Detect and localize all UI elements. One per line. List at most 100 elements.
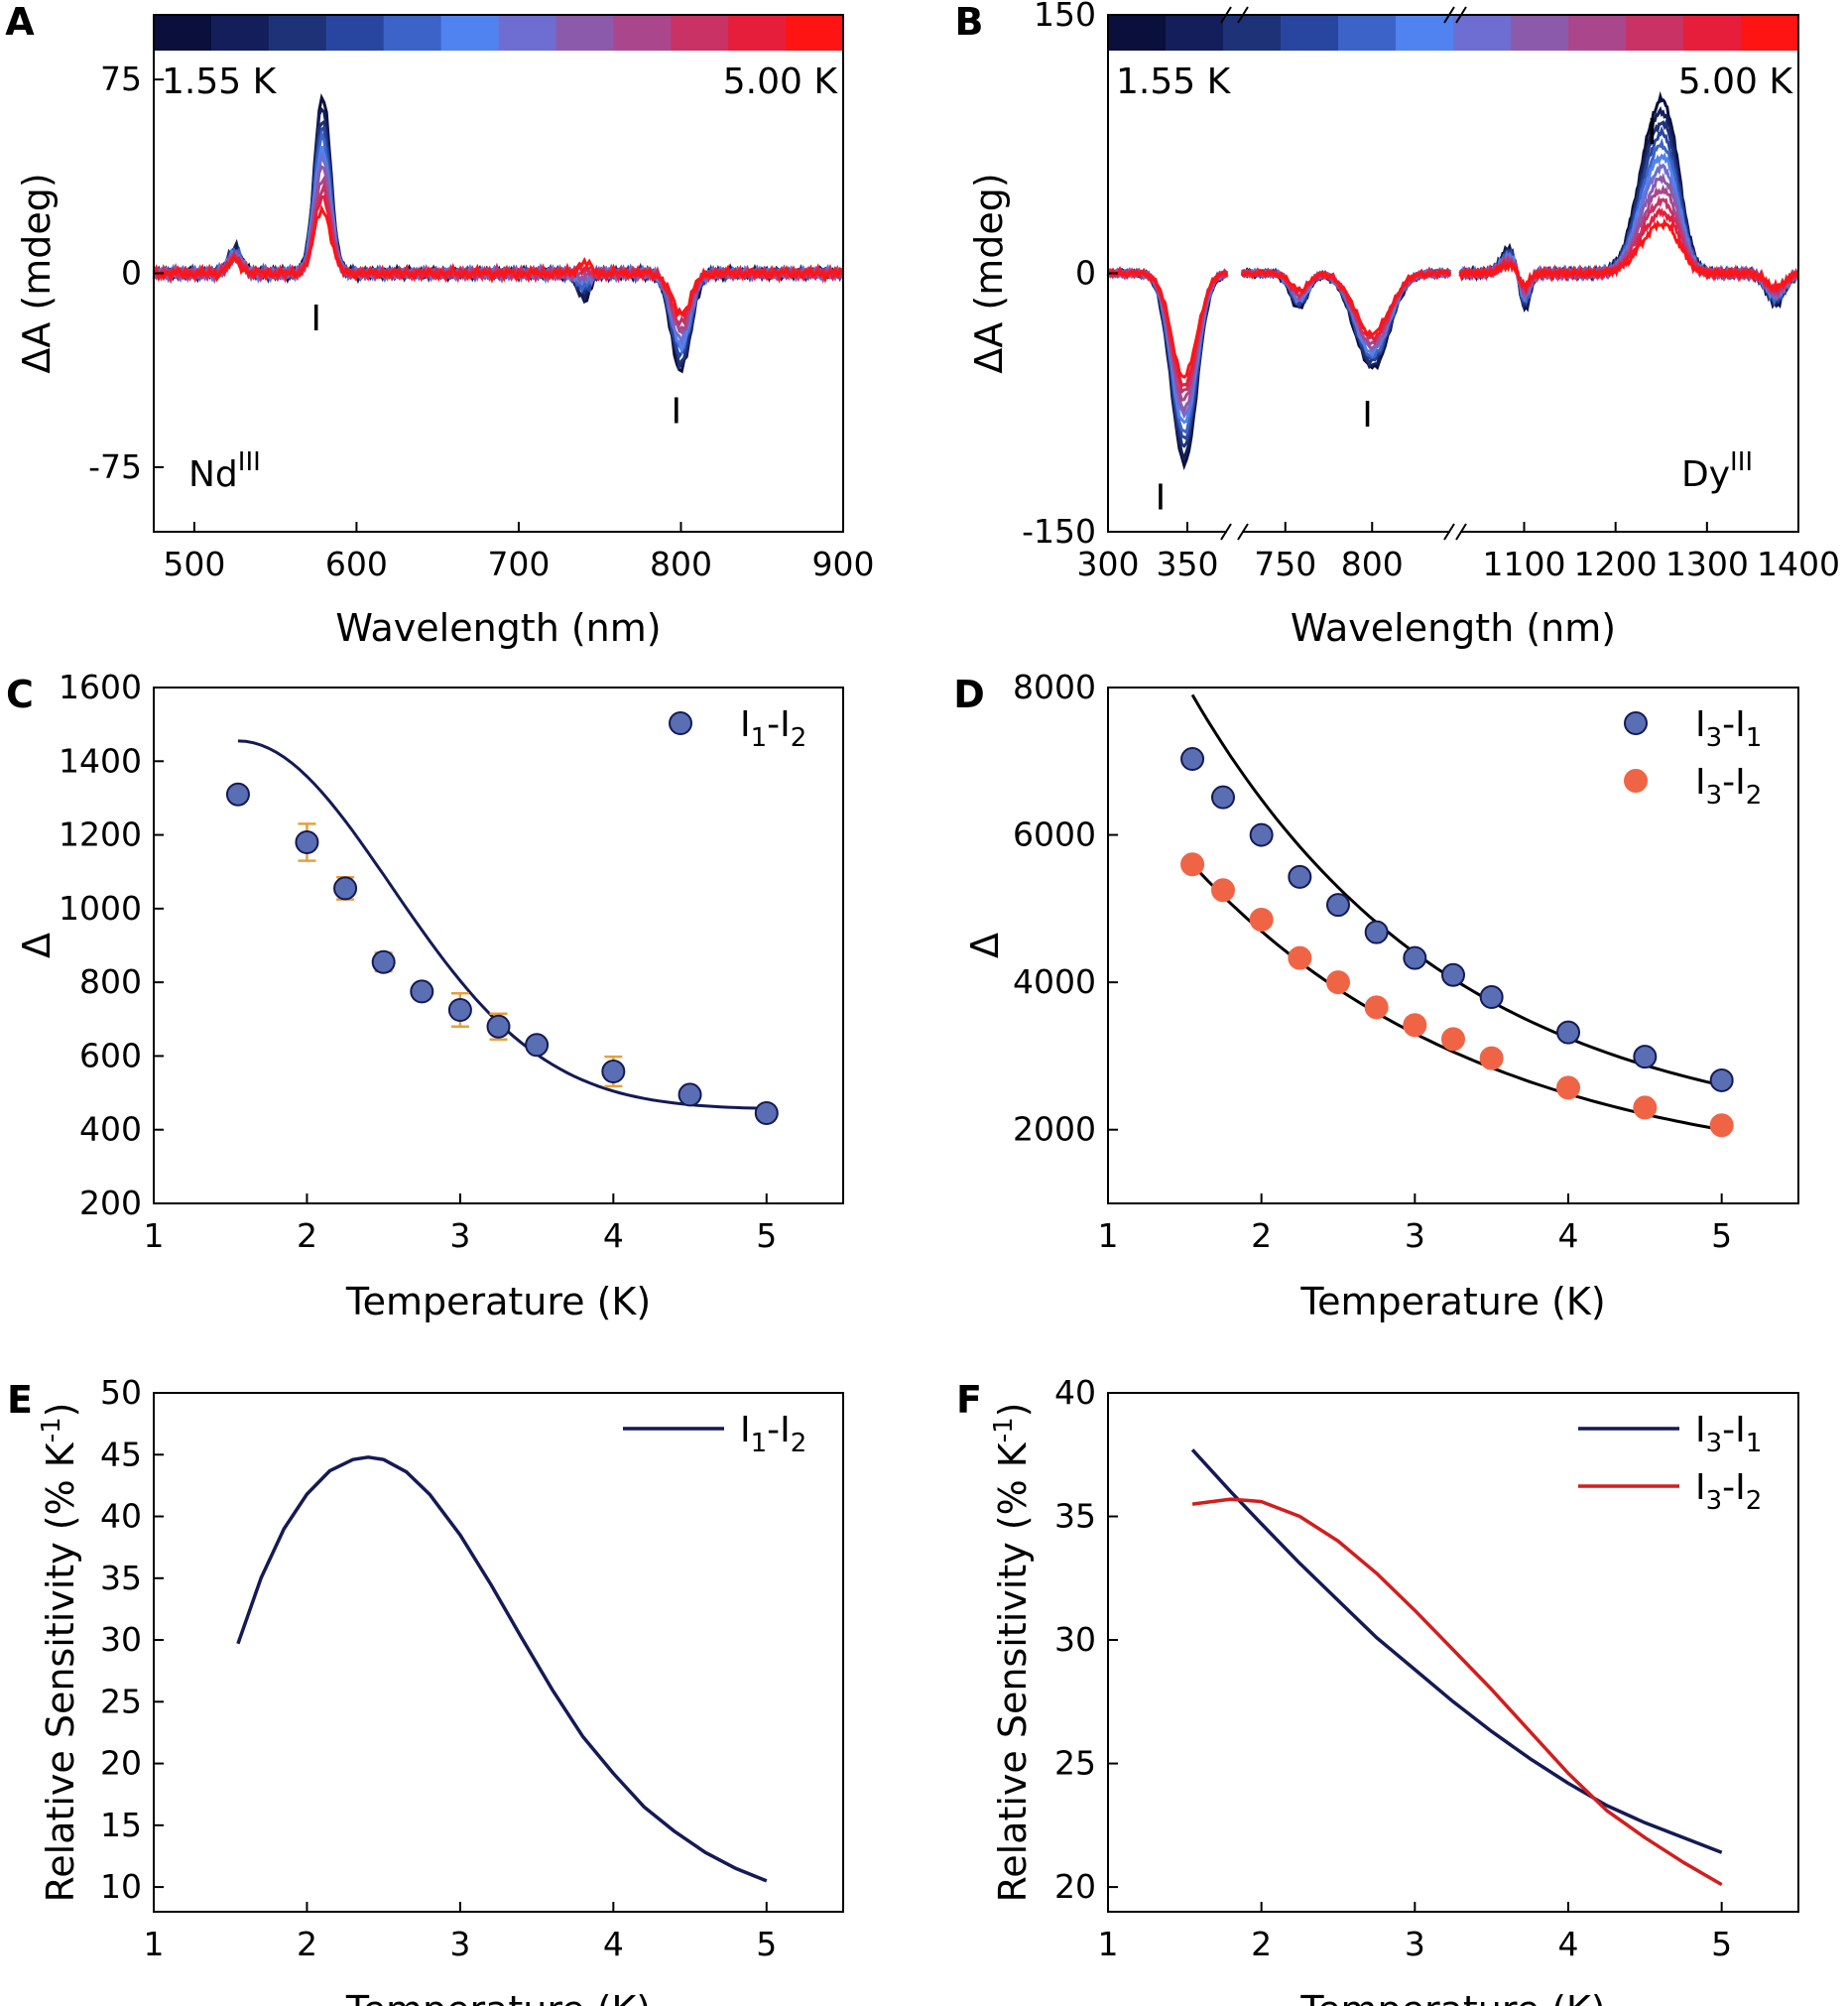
panel-a-cb-left: 1.55 K: [162, 62, 278, 102]
panel-d-data-point: [1180, 852, 1205, 877]
panel-c-x-tick-label: 5: [756, 1216, 777, 1255]
panel-a-spectrum: [152, 93, 844, 374]
panel-e-legend-label: I1-I2: [740, 1410, 806, 1458]
panel-b-cb-left: 1.55 K: [1116, 62, 1232, 102]
panel-e-y-tick-label: 15: [100, 1806, 142, 1844]
panel-a-y-tick-label: 75: [100, 60, 142, 98]
panel-c-y-tick-label: 1200: [59, 815, 142, 854]
panel-c-ylabel-text: Δ: [15, 933, 59, 958]
panel-d-data-point: [1633, 1095, 1658, 1120]
panel-a-y-tick-label: 0: [121, 254, 142, 293]
panel-d-ylabel-text: Δ: [963, 933, 1007, 958]
panel-d-frame: [1107, 687, 1799, 1204]
panel-b-colorbar-swatch: [1626, 15, 1684, 51]
panel-d-data-point: [1211, 878, 1235, 903]
panel-b-x-tick-label: 800: [1341, 545, 1404, 583]
panel-a-spectrum: [152, 165, 844, 335]
panel-d-legend-label-base: I: [1695, 762, 1706, 803]
panel-d-x-tick-label: 3: [1405, 1216, 1425, 1255]
panel-f-label: F: [956, 1378, 982, 1422]
panel-d-legend-label-sub2: 2: [1746, 781, 1763, 811]
panel-b-spectrum: [1240, 268, 1451, 367]
panel-d-data-point: [1288, 864, 1312, 889]
panel-b-annotation: I: [1362, 395, 1373, 436]
panel-f-legend-label-mid: -I: [1722, 1410, 1746, 1450]
panel-d-y-tick-label: 6000: [1013, 815, 1096, 854]
panel-c-ylabel: Δ: [15, 933, 59, 958]
panel-a-spectrum: [152, 119, 844, 371]
panel-c-xlabel: Temperature (K): [345, 1280, 651, 1323]
panel-e-y-tick-label: 25: [100, 1682, 142, 1720]
panel-a-colorbar-swatch: [613, 15, 672, 51]
panel-a-ion-base: Nd: [188, 454, 238, 495]
panel-b-ylabel: ΔA (mdeg): [967, 173, 1011, 373]
panel-c-legend-label-sub1: 1: [751, 723, 768, 753]
panel-d-data-point: [1556, 1075, 1580, 1100]
panel-d-data-point: [1180, 747, 1205, 772]
panel-c-x-tick-label: 2: [297, 1216, 317, 1255]
panel-d-data-point: [1633, 1045, 1658, 1069]
panel-a-spectrum: [152, 151, 844, 346]
panel-d-x-tick-label: 4: [1558, 1216, 1579, 1255]
panel-b-colorbar-swatch: [1683, 15, 1742, 51]
panel-c-data-point: [295, 830, 319, 854]
panel-e-y-tick-label: 20: [100, 1744, 142, 1783]
panel-e-legend-label-base: I: [740, 1410, 751, 1450]
panel-e-x-tick-label: 4: [603, 1925, 624, 1963]
panel-f-y-tick-label: 40: [1054, 1373, 1096, 1412]
panel-f-legend-label: I3-I1: [1695, 1410, 1762, 1458]
panel-d-legend-label-sub1: 3: [1706, 723, 1723, 753]
panel-d-data-point: [1249, 908, 1274, 932]
panel-b-annotation-base: I: [1156, 477, 1167, 518]
panel-d-legend-label-sub1: 3: [1706, 781, 1723, 811]
panel-b-x-tick-label: 1100: [1483, 545, 1566, 583]
panel-c-y-tick-label: 1600: [59, 668, 142, 706]
panel-e-x-tick-label: 1: [144, 1925, 165, 1963]
panel-e-x-tick-label: 3: [449, 1925, 470, 1963]
panel-f-series-line: [1190, 1448, 1723, 1854]
panel-b-ion-sup: III: [1730, 447, 1753, 477]
panel-e-legend-label-sub2: 2: [791, 1429, 807, 1458]
panel-f-xlabel: Temperature (K): [1299, 1988, 1605, 2006]
panel-a-ion-sup: III: [238, 447, 261, 477]
panel-b-colorbar-swatch: [1741, 15, 1799, 51]
panel-f-x-tick-label: 4: [1558, 1925, 1579, 1963]
panel-a-spectrum: [153, 204, 844, 317]
panel-a-spectrum: [152, 194, 844, 319]
panel-a-spectrum: [152, 106, 844, 369]
panel-a-colorbar-swatch: [440, 15, 499, 51]
panel-f-legend-label-mid: -I: [1722, 1467, 1746, 1508]
panel-c-legend-label: I1-I2: [740, 704, 806, 753]
panel-a-colorbar-swatch: [325, 15, 385, 51]
panel-e-y-tick-label: 35: [100, 1559, 142, 1597]
panel-f-legend-label-sub2: 2: [1746, 1486, 1763, 1516]
panel-c-y-tick-label: 1000: [59, 889, 142, 928]
panel-b-axis-break-mark: [1443, 523, 1467, 541]
panel-d-data-point: [1403, 945, 1427, 970]
panel-b-colorbar-swatch: [1281, 15, 1339, 51]
panel-b-spectrum: [1240, 266, 1451, 358]
panel-d-label: D: [953, 673, 985, 716]
panel-c-frame: [153, 687, 844, 1204]
panel-a-spectrum: [152, 129, 843, 353]
panel-b-colorbar-swatch: [1511, 15, 1569, 51]
panel-c-y-tick-label: 400: [79, 1110, 142, 1149]
panel-a-colorbar-swatch: [728, 15, 787, 51]
panel-b-x-tick-label: 750: [1254, 545, 1316, 583]
panel-d-legend-marker: [1624, 711, 1648, 735]
panel-b-colorbar-swatch: [1223, 15, 1282, 51]
panel-c-y-tick-label: 200: [79, 1184, 142, 1222]
panel-e-y-tick-label: 45: [100, 1435, 142, 1473]
panel-a-x-tick-label: 900: [812, 545, 875, 583]
panel-b-x-tick-label: 1400: [1757, 545, 1840, 583]
panel-d-data-point: [1288, 945, 1312, 970]
panel-b-ion: DyIII: [1681, 447, 1753, 495]
panel-c-x-tick-label: 4: [603, 1216, 624, 1255]
panel-f-legend-label: I3-I2: [1695, 1467, 1762, 1516]
panel-d-fit-curve: [1191, 863, 1722, 1132]
panel-a-annotation-base: I: [671, 392, 681, 433]
panel-e-ylabel-end: ): [39, 1403, 82, 1418]
panel-a-x-tick-label: 600: [325, 545, 388, 583]
panel-d-data-point: [1326, 893, 1350, 918]
